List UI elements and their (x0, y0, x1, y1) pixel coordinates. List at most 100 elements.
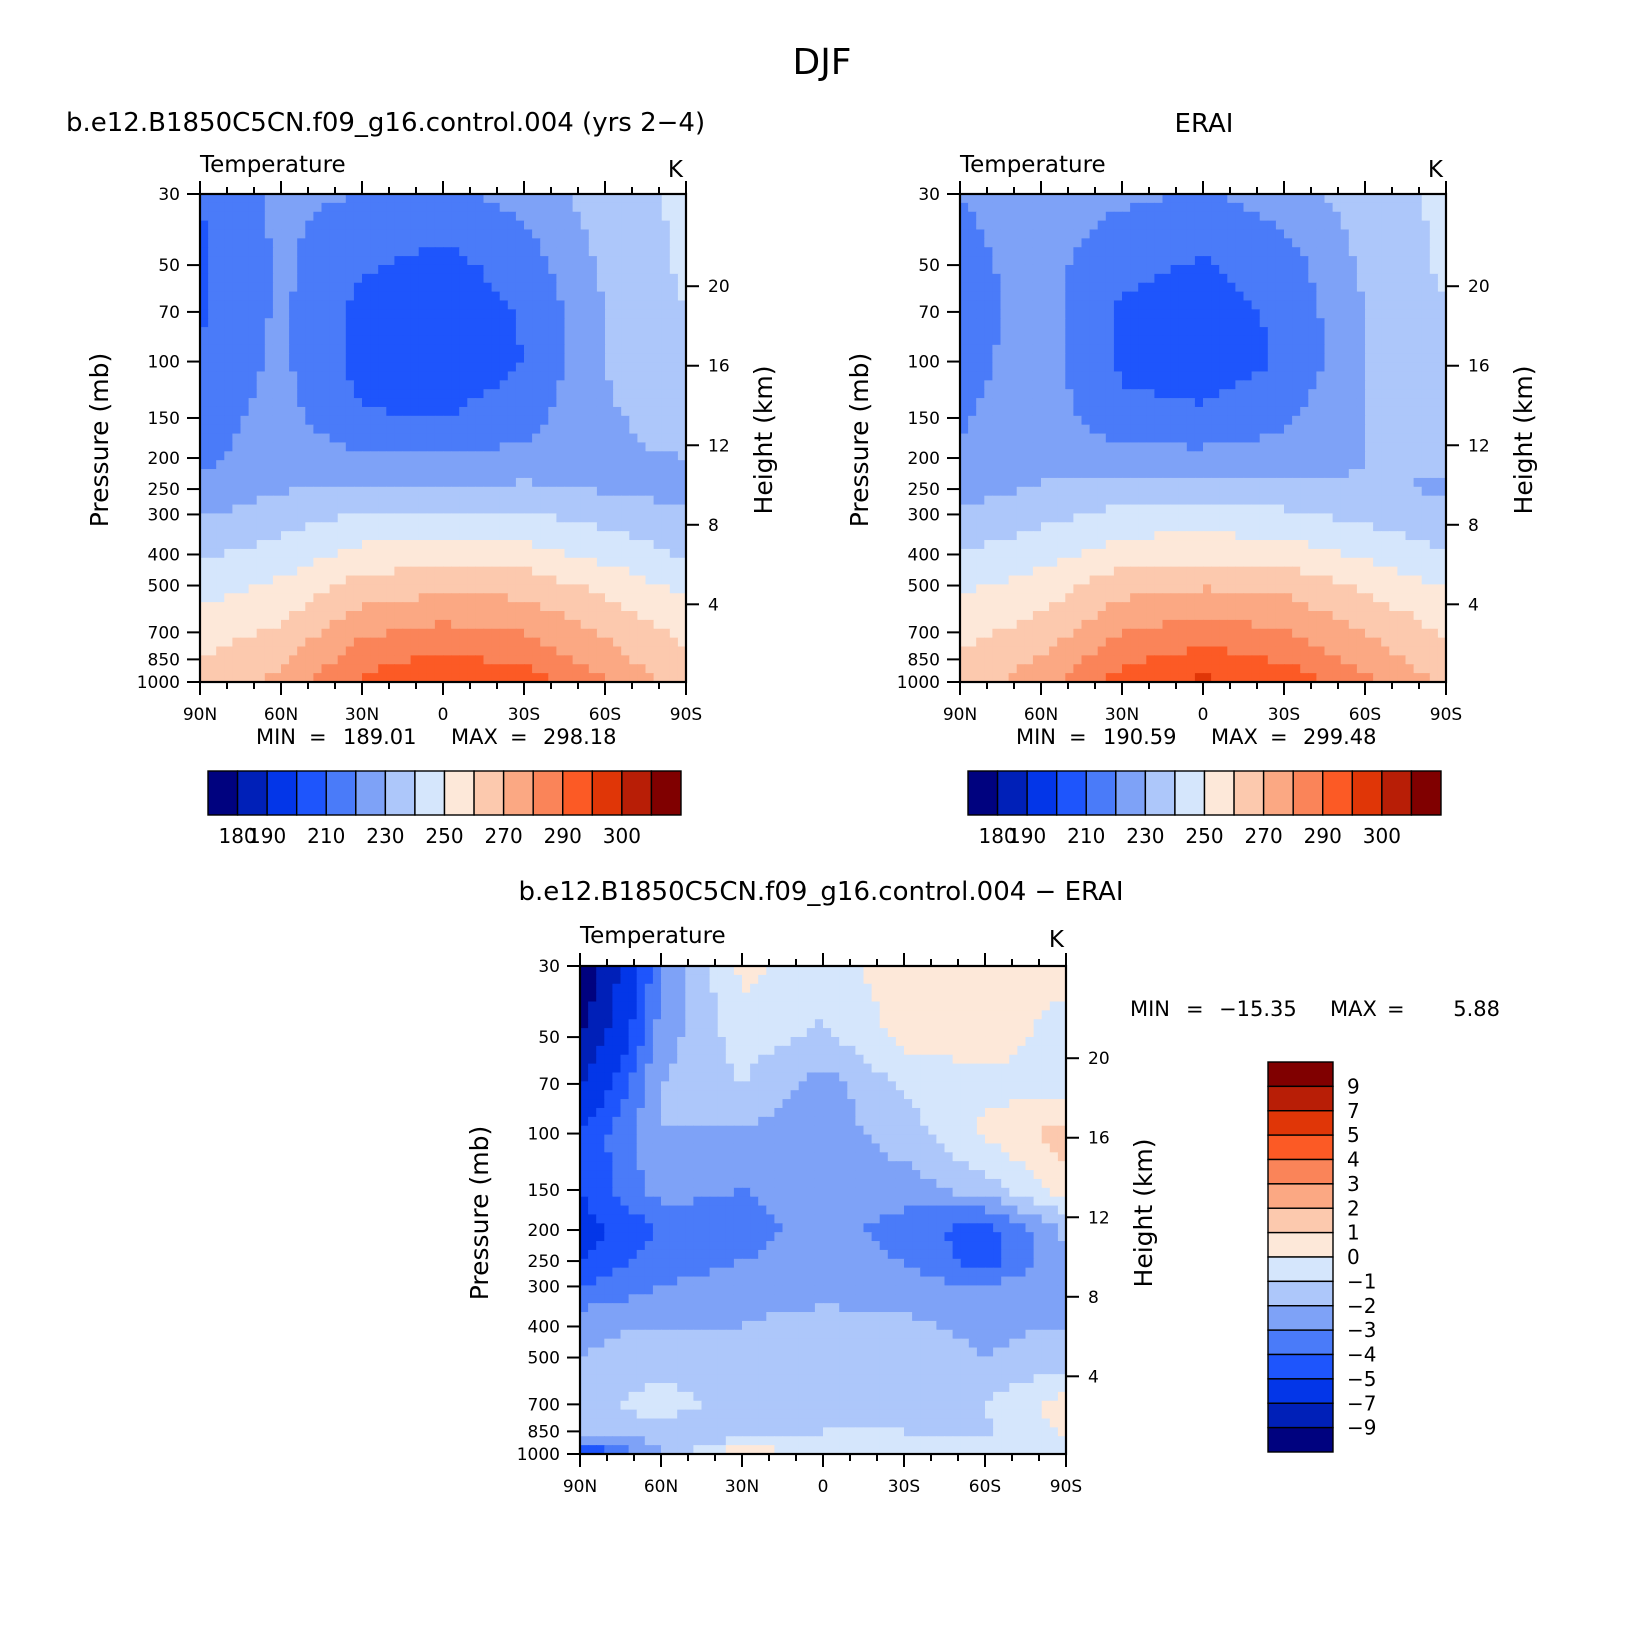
contour-cell (289, 629, 298, 638)
contour-cell (1373, 327, 1382, 336)
contour-cell (1276, 203, 1285, 212)
lat-tick-label: 30S (508, 705, 540, 725)
contour-cell (224, 318, 233, 327)
contour-cell (1316, 203, 1325, 212)
contour-cell (556, 389, 565, 398)
contour-cell (435, 221, 444, 230)
contour-cell (1130, 363, 1139, 372)
contour-cell (346, 451, 355, 460)
contour-cell (451, 496, 460, 505)
contour-cell (621, 460, 630, 469)
contour-cell (1163, 309, 1172, 318)
contour-cell (200, 451, 209, 460)
contour-cell (1130, 318, 1139, 327)
contour-cell (305, 629, 314, 638)
contour-cell (451, 593, 460, 602)
contour-cell (1171, 283, 1180, 292)
contour-cell (370, 247, 379, 256)
contour-cell (322, 327, 331, 336)
contour-cell (508, 451, 517, 460)
contour-cell (297, 522, 306, 531)
contour-cell (637, 451, 646, 460)
contour-cell (224, 611, 233, 620)
contour-cell (646, 434, 655, 443)
contour-cell (532, 398, 541, 407)
contour-cell (451, 247, 460, 256)
contour-cell (968, 380, 977, 389)
contour-cell (621, 380, 630, 389)
contour-cell (637, 655, 646, 664)
contour-cell (1001, 247, 1010, 256)
contour-cell (451, 380, 460, 389)
contour-cell (330, 238, 339, 247)
contour-cell (1365, 327, 1374, 336)
contour-cell (1146, 380, 1155, 389)
contour-cell (662, 629, 671, 638)
contour-cell (992, 398, 1001, 407)
contour-cell (394, 345, 403, 354)
contour-cell (1422, 327, 1431, 336)
contour-cell (451, 327, 460, 336)
contour-cell (484, 567, 493, 576)
contour-cell (1025, 318, 1034, 327)
contour-cell (556, 540, 565, 549)
contour-cell (241, 354, 250, 363)
contour-cell (1106, 265, 1115, 274)
contour-cell (427, 212, 436, 221)
contour-cell (1090, 212, 1099, 221)
contour-cell (443, 487, 452, 496)
contour-cell (394, 318, 403, 327)
contour-cell (1179, 345, 1188, 354)
contour-cell (597, 363, 606, 372)
contour-cell (411, 460, 420, 469)
contour-cell (403, 265, 412, 274)
contour-cell (232, 221, 241, 230)
contour-cell (386, 238, 395, 247)
contour-cell (378, 620, 387, 629)
contour-cell (1219, 283, 1228, 292)
contour-cell (241, 416, 250, 425)
contour-cell (532, 221, 541, 230)
contour-cell (1349, 292, 1358, 301)
contour-cell (662, 478, 671, 487)
contour-cell (249, 212, 258, 221)
contour-cell (241, 540, 250, 549)
contour-cell (208, 354, 217, 363)
contour-cell (1171, 354, 1180, 363)
contour-cell (330, 221, 339, 230)
contour-cell (1300, 389, 1309, 398)
contour-cell (540, 247, 549, 256)
contour-cell (1106, 194, 1115, 203)
contour-cell (670, 487, 679, 496)
contour-cell (1106, 336, 1115, 345)
contour-cell (1341, 265, 1350, 274)
contour-cell (589, 274, 598, 283)
contour-cell (451, 451, 460, 460)
contour-cell (200, 487, 209, 496)
contour-cell (370, 558, 379, 567)
contour-cell (654, 274, 663, 283)
contour-cell (1284, 318, 1293, 327)
contour-cell (605, 247, 614, 256)
contour-cell (1381, 327, 1390, 336)
contour-cell (338, 451, 347, 460)
contour-cell (492, 522, 501, 531)
contour-cell (654, 256, 663, 265)
contour-cell (1389, 283, 1398, 292)
contour-cell (1017, 398, 1026, 407)
contour-cell (532, 256, 541, 265)
contour-cell (1211, 389, 1220, 398)
contour-cell (313, 238, 322, 247)
contour-cell (976, 398, 985, 407)
contour-cell (241, 584, 250, 593)
contour-cell (1349, 238, 1358, 247)
contour-cell (354, 593, 363, 602)
contour-cell (451, 664, 460, 673)
contour-cell (670, 478, 679, 487)
contour-cell (1049, 380, 1058, 389)
contour-cell (1211, 203, 1220, 212)
contour-cell (1365, 203, 1374, 212)
contour-cell (297, 549, 306, 558)
contour-cell (597, 265, 606, 274)
contour-cell (573, 389, 582, 398)
